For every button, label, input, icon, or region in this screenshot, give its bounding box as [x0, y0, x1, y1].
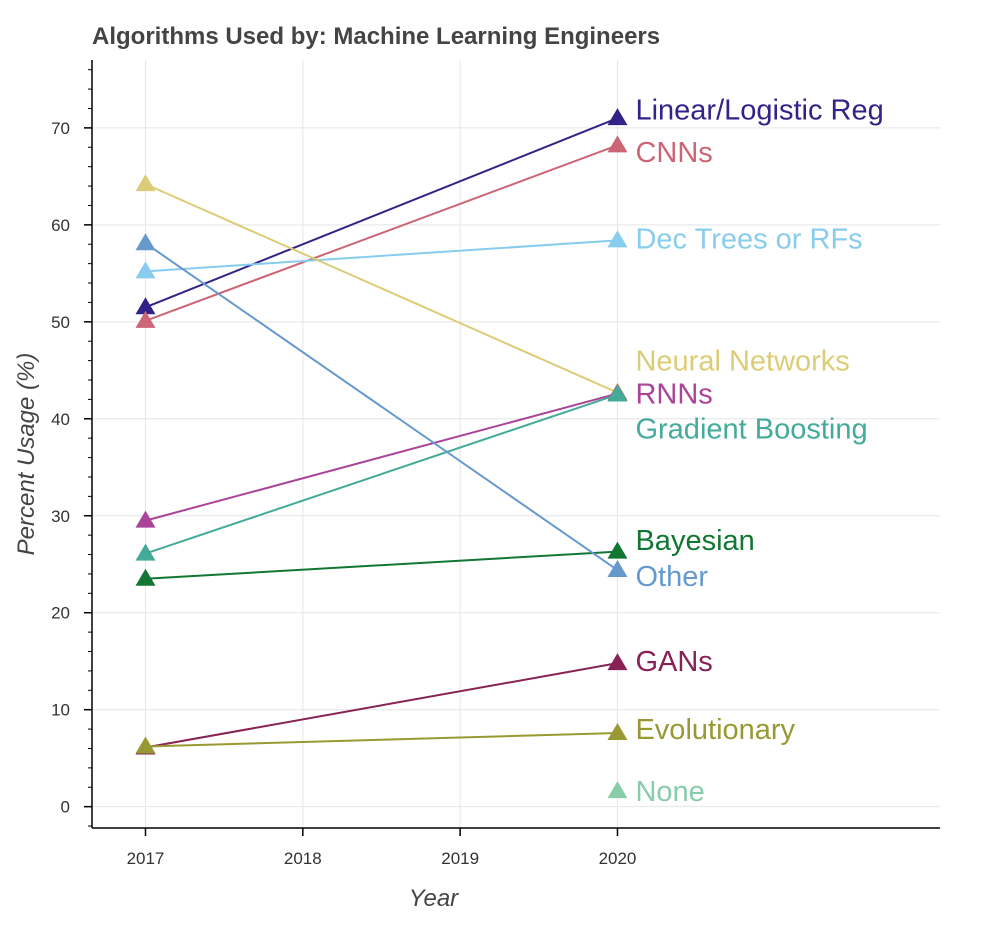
data-point-triangle: [607, 653, 628, 671]
x-tick-label: 2018: [284, 849, 322, 868]
data-point-triangle: [135, 297, 156, 315]
x-tick-label: 2020: [599, 849, 637, 868]
series-line: [145, 144, 618, 322]
series-line: [145, 731, 618, 748]
y-tick-label: 20: [51, 604, 70, 623]
y-tick-label: 10: [51, 701, 70, 720]
y-tick-label: 40: [51, 410, 70, 429]
y-axis-label: Percent Usage (%): [13, 353, 40, 556]
end-label-neural-networks: Neural Networks: [635, 346, 849, 378]
data-point-triangle: [607, 560, 628, 578]
data-point-triangle: [607, 135, 628, 153]
series-line: [145, 183, 618, 394]
chart-title: Algorithms Used by: Machine Learning Eng…: [92, 23, 660, 50]
data-point-triangle: [135, 233, 156, 251]
data-point-triangle: [607, 541, 628, 559]
y-tick-label: 70: [51, 119, 70, 138]
end-label-bayesian: Bayesian: [635, 525, 754, 557]
data-point-triangle: [135, 736, 156, 754]
series-line: [145, 550, 618, 580]
data-point-triangle: [135, 568, 156, 586]
series-none: [607, 781, 628, 799]
series-rnns: [135, 383, 628, 528]
x-tick-label: 2017: [127, 849, 165, 868]
y-tick-label: 50: [51, 313, 70, 332]
y-tick-label: 0: [61, 798, 70, 817]
y-tick-label: 30: [51, 507, 70, 526]
series-other: [135, 233, 628, 578]
series-end-labels: Linear/Logistic Reg CNNs Dec Trees or RFs N…: [635, 94, 883, 808]
series-cnns: [135, 135, 628, 328]
data-point-triangle: [607, 781, 628, 799]
series-gradient-boosting: [135, 384, 628, 561]
data-point-triangle: [135, 261, 156, 279]
end-label-none: None: [635, 776, 704, 808]
series-evolutionary: [135, 722, 628, 754]
end-label-gans: GANs: [635, 646, 712, 678]
x-axis-label: Year: [409, 885, 459, 912]
series-line: [144, 242, 619, 571]
y-axis-ticks: 0 10 20 30 40 50 60 70: [51, 69, 92, 827]
series-line: [145, 662, 618, 749]
series-line: [145, 117, 618, 309]
end-label-rnns: RNNs: [635, 379, 712, 411]
end-label-other: Other: [635, 561, 708, 593]
end-label-cnns: CNNs: [635, 137, 712, 169]
data-point-triangle: [607, 722, 628, 740]
series-line: [145, 393, 618, 555]
series-line: [145, 392, 618, 522]
data-point-triangle: [135, 174, 156, 192]
data-point-triangle: [135, 510, 156, 528]
series-bayesian: [135, 541, 628, 586]
end-label-evolutionary: Evolutionary: [635, 714, 795, 746]
series-lines: [135, 108, 628, 799]
data-point-triangle: [607, 108, 628, 126]
series-line: [145, 239, 618, 273]
end-label-linear-logistic-reg: Linear/Logistic Reg: [635, 94, 883, 126]
data-point-triangle: [135, 543, 156, 561]
end-label-dec-trees-or-rfs: Dec Trees or RFs: [635, 223, 862, 255]
series-dec-trees-or-rfs: [135, 230, 628, 279]
series-linear-logistic-reg: [135, 108, 628, 315]
x-tick-label: 2019: [441, 849, 479, 868]
y-tick-label: 60: [51, 216, 70, 235]
data-point-triangle: [135, 310, 156, 328]
data-point-triangle: [607, 384, 628, 402]
axes: [91, 60, 940, 829]
x-axis-ticks: 2017 2018 2019 2020: [127, 828, 637, 868]
grid: [92, 60, 940, 828]
end-label-gradient-boosting: Gradient Boosting: [635, 413, 867, 445]
data-point-triangle: [607, 230, 628, 248]
